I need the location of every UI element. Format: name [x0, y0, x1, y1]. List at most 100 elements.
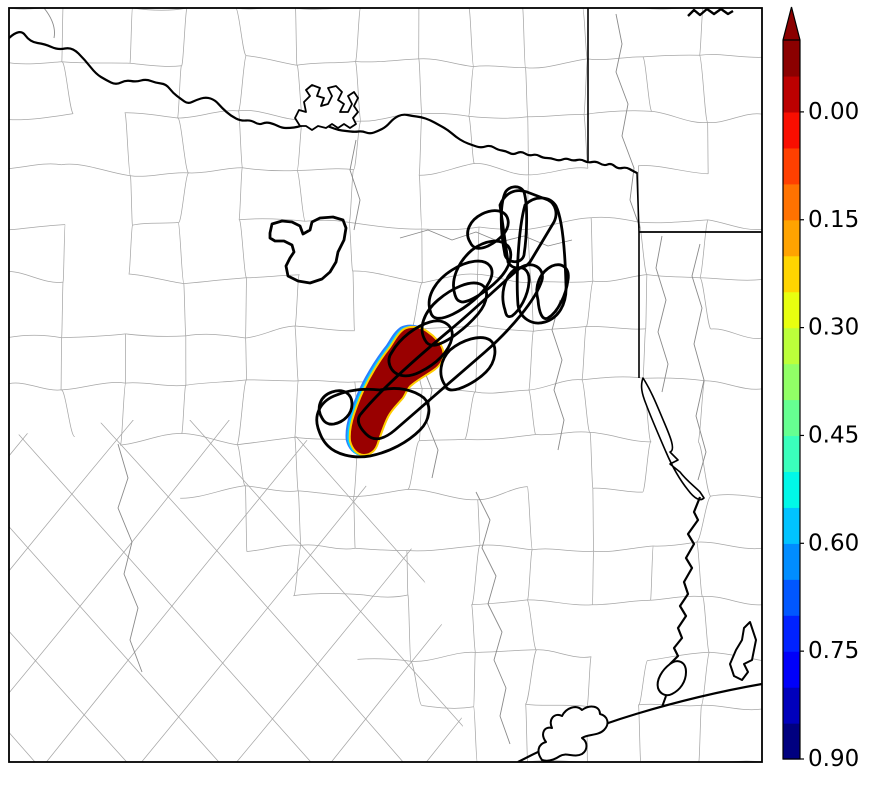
colorbar-tick-label: 0.60 — [808, 530, 859, 556]
county-line — [297, 490, 302, 546]
county-line — [699, 54, 762, 58]
forecast-contour-outlines — [268, 185, 570, 459]
county-line — [9, 420, 151, 762]
colorbar-segment — [783, 687, 800, 724]
colorbar-tick-label: 0.75 — [808, 638, 859, 664]
county-line — [475, 389, 529, 394]
county-line — [294, 274, 300, 327]
county-line — [468, 8, 474, 67]
county-line — [710, 494, 762, 498]
county-line — [238, 167, 243, 220]
county-line — [527, 217, 592, 230]
red-river — [9, 31, 638, 174]
galveston-bay — [537, 705, 609, 762]
fill-core-darkred — [348, 325, 445, 457]
county-line — [642, 56, 653, 112]
county-line — [474, 163, 529, 176]
county-line — [353, 120, 362, 170]
minor-river-line — [399, 229, 573, 247]
county-line — [707, 113, 762, 123]
county-line — [419, 420, 468, 762]
county-line — [477, 226, 480, 275]
county-line — [177, 172, 190, 223]
county-line — [526, 549, 533, 601]
county-line — [475, 649, 537, 653]
contour-outline — [268, 215, 348, 285]
county-line — [61, 8, 64, 62]
county-line — [418, 58, 474, 67]
county-line — [188, 167, 243, 174]
county-line — [293, 593, 364, 596]
minor-river-line — [551, 299, 565, 451]
county-line — [296, 170, 306, 222]
county-line — [527, 116, 529, 175]
county-line — [125, 333, 186, 337]
county-line — [583, 114, 589, 169]
county-line — [708, 219, 762, 231]
county-line — [527, 114, 584, 118]
county-line — [591, 216, 639, 223]
county-line — [237, 55, 247, 112]
county-line — [638, 165, 709, 175]
county-line — [60, 337, 62, 391]
county-line — [468, 66, 474, 117]
county-line — [352, 270, 423, 284]
county-line — [697, 441, 712, 497]
county-line — [650, 545, 654, 601]
county-line — [177, 222, 185, 284]
county-line — [181, 384, 187, 434]
county-line — [177, 117, 190, 174]
colorbar-outline — [782, 6, 801, 760]
county-line — [236, 436, 295, 446]
county-line — [353, 496, 356, 549]
county-line — [348, 169, 355, 223]
county-line — [305, 219, 350, 223]
county-line — [642, 328, 647, 379]
county-line — [468, 115, 475, 164]
county-line — [701, 704, 762, 711]
county-line — [528, 330, 534, 391]
county-line — [294, 380, 299, 438]
colorbar-segment — [783, 147, 800, 185]
county-line — [525, 649, 537, 705]
county-line — [592, 487, 643, 493]
county-line — [581, 326, 587, 380]
calcasieu-lake — [729, 621, 757, 681]
county-line — [697, 380, 705, 443]
border-lake — [640, 377, 705, 501]
county-line — [9, 61, 62, 65]
county-line — [129, 62, 182, 67]
county-line — [701, 652, 710, 706]
colorbar-segment — [783, 40, 800, 77]
county-line — [128, 273, 184, 284]
county-line — [180, 485, 246, 499]
county-line — [699, 277, 762, 281]
colorbar-segment — [783, 651, 800, 688]
colorbar-segment — [783, 75, 800, 113]
county-line — [229, 420, 468, 762]
county-line — [60, 382, 126, 391]
county-line — [650, 595, 703, 601]
county-line — [593, 545, 654, 552]
state-borders-and-rivers — [9, 8, 762, 762]
county-line — [699, 277, 712, 330]
county-line — [526, 599, 537, 651]
colorbar-segment — [783, 399, 800, 437]
county-line — [477, 499, 481, 546]
county-line — [237, 110, 243, 169]
county-line — [525, 58, 588, 69]
minor-river-line — [117, 443, 143, 673]
county-line — [522, 8, 526, 68]
county-line — [9, 163, 62, 169]
county-line — [473, 65, 526, 68]
contour-outline — [452, 239, 513, 304]
colorbar-segment — [783, 327, 800, 365]
county-line — [236, 379, 248, 446]
county-line — [125, 382, 186, 387]
county-line — [696, 495, 712, 543]
colorbar-segment — [783, 723, 800, 760]
colorbar: 0.00 0.15 0.30 0.45 0.60 0.75 0.90 — [782, 6, 859, 772]
county-line — [245, 277, 247, 339]
county-line — [246, 55, 297, 66]
colorbar-segment — [783, 615, 800, 652]
